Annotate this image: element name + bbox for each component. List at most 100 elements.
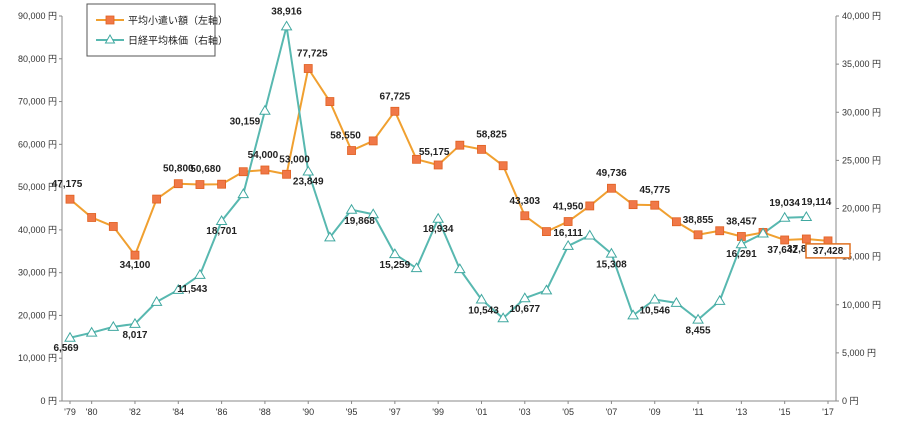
legend: 平均小遣い額（左軸） 日経平均株価（右軸） xyxy=(86,3,228,57)
allowance-point xyxy=(650,200,660,210)
allowance-point xyxy=(455,140,465,150)
nikkei-point xyxy=(713,294,726,305)
x-axis-tick-label: '09 xyxy=(649,407,661,417)
nikkei-point xyxy=(64,331,76,342)
x-axis-tick-label: '11 xyxy=(693,407,704,417)
left-axis-tick-label: 40,000 円 xyxy=(18,225,57,235)
data-label-nikkei: 10,677 xyxy=(510,304,541,315)
allowance-point xyxy=(325,97,335,106)
axes xyxy=(59,15,839,404)
data-label-allowance: 49,736 xyxy=(596,168,627,179)
right-axis-tick-label: 5,000 円 xyxy=(842,348,876,358)
data-label-nikkei: 10,546 xyxy=(639,305,670,316)
allowance-point xyxy=(628,200,638,210)
data-label-allowance: 67,725 xyxy=(380,91,411,102)
allowance-point xyxy=(65,194,75,204)
allowance-point xyxy=(390,106,400,116)
nikkei-point xyxy=(324,231,336,242)
allowance-point xyxy=(108,222,118,231)
allowance-point xyxy=(607,183,616,193)
x-axis-tick-label: '95 xyxy=(346,407,358,417)
nikkei-point xyxy=(150,295,163,306)
right-axis-tick-label: 25,000 円 xyxy=(842,155,881,165)
allowance-point xyxy=(433,160,443,170)
right-axis-tick-label: 30,000 円 xyxy=(842,107,881,117)
latest-value-highlight-box xyxy=(805,243,851,259)
left-axis-tick-label: 90,000 円 xyxy=(18,11,57,21)
allowance-point xyxy=(585,201,595,211)
left-axis-tick-label: 80,000 円 xyxy=(18,54,57,64)
x-axis-tick-label: '82 xyxy=(129,407,141,417)
allowance-point xyxy=(173,179,183,189)
nikkei-point xyxy=(129,317,141,328)
nikkei-point xyxy=(302,165,315,176)
allowance-point xyxy=(780,235,790,245)
right-axis-tick-label: 20,000 円 xyxy=(842,204,881,214)
series-markers xyxy=(64,20,833,342)
data-label-nikkei: 16,111 xyxy=(553,228,583,239)
data-label-allowance: 50,800 xyxy=(163,164,194,175)
nikkei-point xyxy=(757,227,769,238)
x-axis-tick-label: '01 xyxy=(476,407,488,417)
allowance-point xyxy=(303,64,313,73)
nikkei-point xyxy=(237,188,250,199)
nikkei-point xyxy=(388,248,401,259)
data-label-allowance: 38,855 xyxy=(683,215,714,226)
x-axis-tick-label: '86 xyxy=(216,407,228,417)
data-label-allowance: 45,775 xyxy=(639,185,670,196)
data-label-allowance: 41,950 xyxy=(553,202,584,213)
right-axis-tick-label: 10,000 円 xyxy=(842,300,881,310)
allowance-point xyxy=(542,227,551,237)
nikkei-point xyxy=(540,284,553,295)
data-label-nikkei: 15,308 xyxy=(596,260,627,271)
nikkei-point xyxy=(735,238,748,249)
nikkei-point xyxy=(172,283,185,294)
data-label-nikkei: 19,034 xyxy=(769,198,800,209)
nikkei-point xyxy=(605,247,618,258)
data-label-allowance: 37,642 xyxy=(767,245,798,256)
left-axis-tick-label: 60,000 円 xyxy=(18,139,57,149)
left-axis-tick-label: 70,000 円 xyxy=(18,97,57,107)
data-label-nikkei: 15,259 xyxy=(380,260,411,271)
data-label-allowance: 58,825 xyxy=(476,129,507,140)
nikkei-point xyxy=(107,320,120,331)
x-axis-tick-label: '79 xyxy=(64,407,76,417)
x-axis-tick-label: '07 xyxy=(606,407,618,417)
x-axis-tick-label: '90 xyxy=(302,407,314,417)
nikkei-point xyxy=(345,203,358,214)
x-axis-tick-label: '99 xyxy=(432,407,444,417)
nikkei-point xyxy=(497,312,510,323)
nikkei-point xyxy=(475,293,488,304)
allowance-point xyxy=(152,194,162,204)
nikkei-point xyxy=(648,293,661,304)
nikkei-point xyxy=(800,211,813,222)
x-axis-tick-label: '80 xyxy=(86,407,98,417)
data-label-nikkei: 8,017 xyxy=(122,330,147,341)
nikkei-point xyxy=(432,212,445,223)
allowance-point xyxy=(347,146,356,155)
nikkei-point xyxy=(583,229,596,240)
right-axis-tick-label: 40,000 円 xyxy=(842,11,881,21)
legend-box xyxy=(86,3,216,57)
data-label-nikkei: 38,916 xyxy=(271,6,302,17)
allowance-point xyxy=(130,250,140,260)
allowance-point xyxy=(260,165,270,175)
data-label-allowance: 43,303 xyxy=(510,196,541,207)
allowance-point xyxy=(672,217,681,227)
data-label-nikkei: 23,849 xyxy=(293,176,324,187)
data-label-nikkei: 18,934 xyxy=(423,224,454,235)
legend-label-nikkei: 日経平均株価（右軸） xyxy=(128,34,228,47)
tick-labels: 0 円 10,000 円 20,000 円 30,000 円 40,000 円 50,00… xyxy=(18,11,881,417)
right-axis-tick-label: 35,000 円 xyxy=(842,59,881,69)
allowance-point xyxy=(498,161,508,171)
x-axis-tick-label: '15 xyxy=(779,407,791,417)
allowance-point xyxy=(238,167,248,177)
nikkei-point xyxy=(367,208,380,219)
nikkei-point xyxy=(280,20,293,31)
data-label-nikkei: 8,455 xyxy=(686,326,711,337)
data-label-nikkei: 18,701 xyxy=(206,226,237,237)
allowance-point xyxy=(693,230,703,240)
x-axis-tick-label: '17 xyxy=(822,407,834,417)
